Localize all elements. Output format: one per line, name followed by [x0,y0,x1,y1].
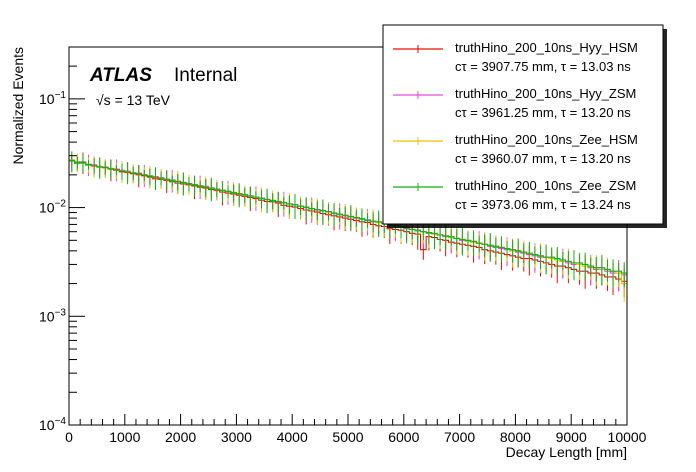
legend: truthHino_200_10ns_Hyy_HSM cτ = 3907.75 m… [382,24,667,228]
y-axis-label: Normalized Events [10,47,26,165]
x-tick-label: 2000 [165,429,196,445]
series-step-line [69,159,627,282]
x-axis-label: Decay Length [mm] [506,444,627,460]
legend-entry-stats: cτ = 3961.25 mm, τ = 13.20 ns [455,105,631,120]
legend-entry-name: truthHino_200_10ns_Hyy_ZSM [455,86,636,101]
y-tick-label: 10−4 [39,416,66,433]
x-tick-label: 7000 [444,429,475,445]
x-tick-label: 10000 [608,429,647,445]
y-axis-ticks: 10−1 10−2 10−3 10−4 [39,65,85,433]
legend-entry-stats: cτ = 3907.75 mm, τ = 13.03 ns [455,59,631,74]
x-tick-label: 1000 [109,429,140,445]
series-layer [69,151,627,302]
legend-entry-name: truthHino_200_10ns_Zee_ZSM [455,178,636,193]
y-tick-label: 10−1 [39,90,66,107]
legend-entry-stats: cτ = 3973.06 mm, τ = 13.24 ns [455,197,631,212]
legend-entry-name: truthHino_200_10ns_Zee_HSM [455,132,638,147]
series-step-line [69,160,627,274]
x-tick-label: 0 [65,429,73,445]
status-label: Internal [174,65,237,86]
x-tick-label: 4000 [277,429,308,445]
x-tick-label: 9000 [556,429,587,445]
legend-entry-stats: cτ = 3960.07 mm, τ = 13.20 ns [455,151,631,166]
x-axis-ticks: 0 1000 2000 3000 4000 5000 6000 7000 8000 9000 100… [65,414,647,445]
energy-label: √s = 13 TeV [96,92,171,108]
x-tick-label: 3000 [221,429,252,445]
atlas-label: ATLAS [89,65,152,86]
x-tick-label: 6000 [388,429,419,445]
legend-entry-name: truthHino_200_10ns_Hyy_HSM [455,40,638,55]
y-tick-label: 10−2 [39,199,66,216]
x-tick-label: 5000 [332,429,363,445]
x-tick-label: 8000 [500,429,531,445]
y-tick-label: 10−3 [39,307,66,324]
legend-box [382,24,664,225]
